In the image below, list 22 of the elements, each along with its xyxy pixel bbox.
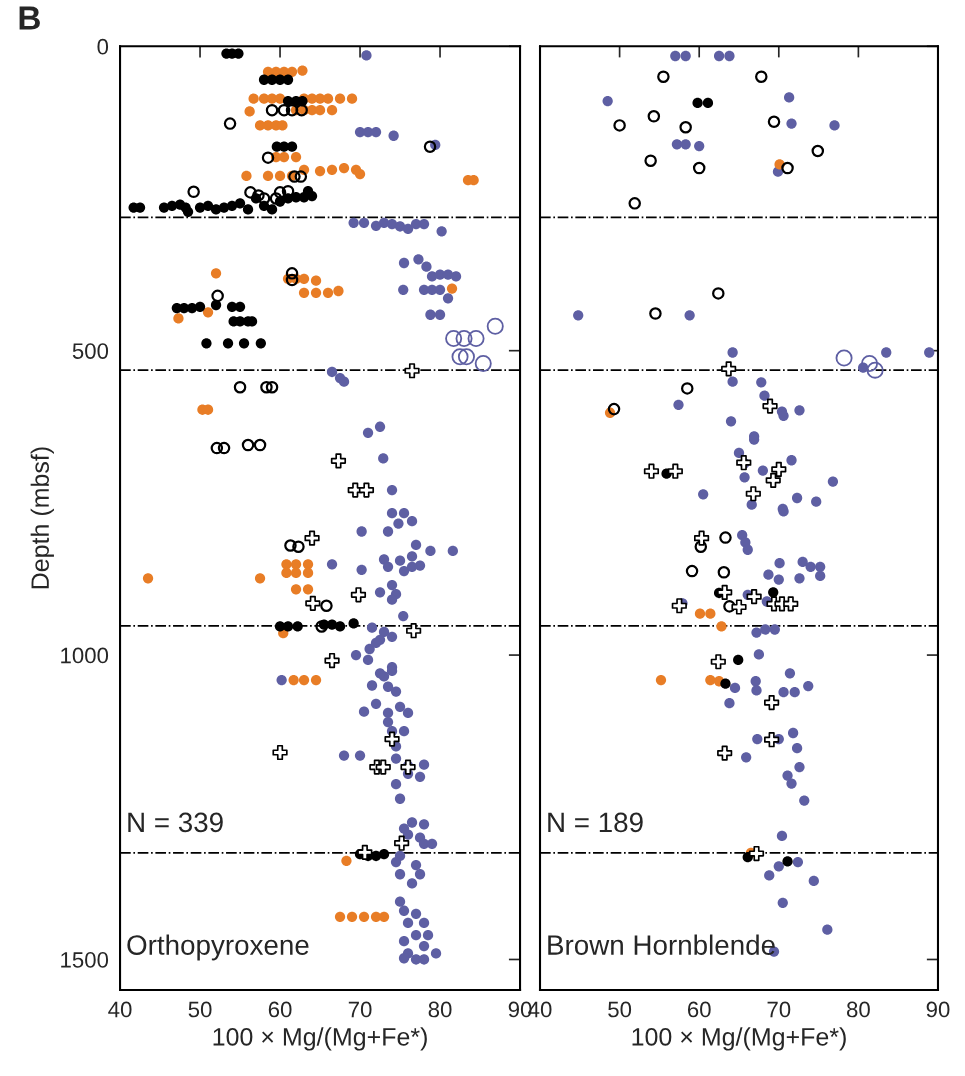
y-tick-label: 1000 xyxy=(61,647,109,664)
annotation: Brown Hornblende xyxy=(548,934,775,955)
y-axis-title: Depth (mbsf) xyxy=(30,447,54,589)
x-tick-label: 50 xyxy=(188,1001,212,1018)
x-tick-label: 80 xyxy=(428,1001,452,1018)
x-tick-label: 60 xyxy=(687,1001,711,1018)
annotation: Orthopyroxene xyxy=(127,934,309,961)
x-tick-label: 50 xyxy=(608,1001,632,1018)
x-tick-label: 70 xyxy=(767,1001,791,1018)
y-tick-label: 1500 xyxy=(61,952,109,968)
x-tick-label: 70 xyxy=(348,1001,372,1018)
x-tick-label: 40 xyxy=(108,1001,132,1018)
x-axis-title: 100 × Mg/(Mg+Fe*) xyxy=(213,1027,427,1051)
y-tick-label: 500 xyxy=(72,343,109,359)
x-axis-title: 100 × Mg/(Mg+Fe*) xyxy=(632,1027,846,1051)
y-tick-label: 0 xyxy=(97,38,109,55)
chart-title: B xyxy=(19,6,40,30)
x-tick-label: 90 xyxy=(926,1001,950,1018)
annotation: N = 339 xyxy=(128,812,223,833)
annotation: N = 189 xyxy=(548,812,643,833)
x-tick-label: 80 xyxy=(846,1001,870,1018)
x-tick-label: 60 xyxy=(268,1001,292,1018)
